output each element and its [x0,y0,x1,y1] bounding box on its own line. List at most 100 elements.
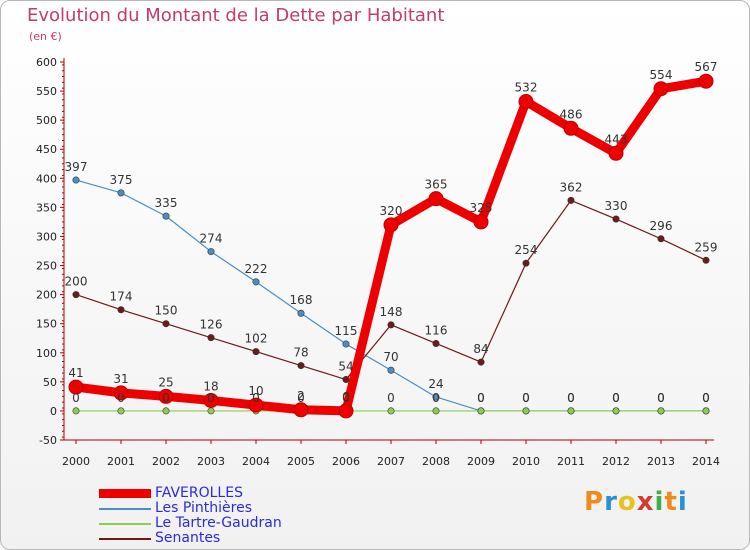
legend-swatch [99,489,151,498]
logo-letter: i [677,487,688,517]
legend-item: FAVEROLLES [99,486,243,501]
y-tick-label: 350 [36,201,57,214]
x-tick-label: 2003 [197,455,225,468]
data-point [72,407,80,415]
data-label: 443 [605,132,628,146]
data-point [522,259,530,267]
logo-letter: P [584,487,605,517]
data-label: 0 [522,391,530,405]
legend-swatch [99,522,151,525]
x-tick-label: 2011 [557,455,585,468]
logo-letter: x [636,487,655,517]
data-point [338,403,354,419]
data-label: 0 [477,391,485,405]
data-label: 532 [515,81,538,95]
data-point [387,366,395,374]
data-point [612,407,620,415]
x-tick-label: 2008 [422,455,450,468]
data-point [203,392,219,408]
data-point [297,309,305,317]
data-point [117,189,125,197]
data-point [162,320,170,328]
data-label: 567 [695,60,718,74]
data-label: 54 [338,360,353,374]
data-point [252,348,260,356]
data-label: 365 [425,178,448,192]
legend-item: Senantes [99,531,220,546]
data-label: 2 [297,389,305,403]
data-point [207,407,215,415]
data-point [653,81,669,97]
x-tick-label: 2004 [242,455,270,468]
data-label: 0 [117,391,125,405]
y-tick-label: 400 [36,172,57,185]
data-label: 0 [207,391,215,405]
legend-swatch [99,537,151,540]
data-point [432,407,440,415]
y-tick-label: 550 [36,85,57,98]
data-point [248,397,264,413]
y-tick-label: 250 [36,260,57,273]
data-point [162,212,170,220]
data-point [293,402,309,418]
y-tick-label: 500 [36,114,57,127]
data-label: 102 [245,332,268,346]
data-point [117,407,125,415]
data-label: 0 [567,391,575,405]
x-tick-label: 2010 [512,455,540,468]
data-label: 554 [650,68,673,82]
y-tick-label: 150 [36,318,57,331]
data-point [567,407,575,415]
data-label: 222 [245,262,268,276]
series-faverolles [68,73,714,419]
data-point [698,73,714,89]
legend-label: Senantes [155,530,221,546]
data-point [612,215,620,223]
logo-letter: r [604,487,618,517]
data-point [567,196,575,204]
data-point [563,120,579,136]
data-point [342,376,350,384]
data-label: 0 [657,391,665,405]
data-label: 25 [158,375,173,389]
data-point [657,407,665,415]
data-label: 84 [473,342,488,356]
data-label: 486 [560,107,583,121]
data-point [113,385,129,401]
data-point [702,256,710,264]
chart-title: Evolution du Montant de la Dette par Hab… [27,5,445,26]
data-label: 254 [515,243,538,257]
data-point [657,235,665,243]
data-label: 0 [702,391,710,405]
data-label: 0 [297,391,305,405]
y-tick-label: 600 [36,56,57,69]
data-label: 18 [203,379,218,393]
x-tick-label: 2007 [377,455,405,468]
data-point [158,388,174,404]
data-label: 126 [200,318,223,332]
data-label: 0 [657,391,665,405]
legend-label: FAVEROLLES [155,485,243,501]
data-point [608,145,624,161]
data-label: 41 [68,366,83,380]
data-label: 259 [695,240,718,254]
y-tick-label: 50 [43,376,57,389]
data-label: 31 [113,372,128,386]
data-label: 0 [567,391,575,405]
x-tick-label: 2013 [647,455,675,468]
x-tick-label: 2002 [152,455,180,468]
data-point [387,407,395,415]
data-label: 115 [335,324,358,338]
data-label: 168 [290,293,313,307]
data-point [432,393,440,401]
legend-label: Le Tartre-Gaudran [155,515,282,531]
data-label: 325 [470,201,493,215]
data-label: 362 [560,180,583,194]
data-label: 0 [342,390,350,404]
legend-item: Les Pinthières [99,501,252,516]
data-label: 200 [65,275,88,289]
data-label: 320 [380,204,403,218]
x-tick-label: 2014 [692,455,720,468]
x-tick-label: 2000 [62,455,90,468]
